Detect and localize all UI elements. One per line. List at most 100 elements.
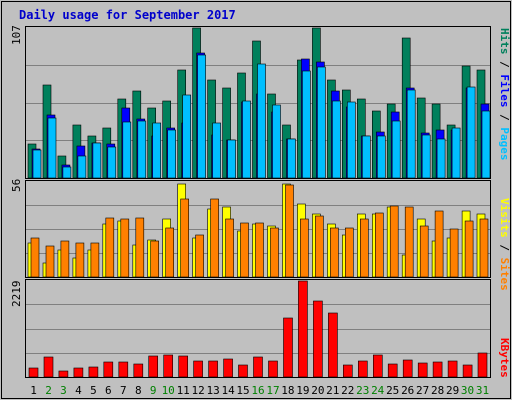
legend-sites: Sites	[498, 258, 511, 291]
kbytes-bar	[402, 359, 413, 378]
kbytes-bar	[103, 361, 114, 378]
sites-bar	[449, 228, 459, 278]
x-tick-label: 23	[356, 384, 369, 397]
pages-bar	[272, 104, 281, 179]
sites-bar	[479, 218, 489, 278]
x-tick-label: 6	[105, 384, 112, 397]
kbytes-bar	[58, 370, 69, 378]
kbytes-bar	[283, 317, 293, 378]
sites-bar	[90, 242, 100, 278]
sites-bar	[45, 245, 55, 278]
kbytes-bar	[447, 360, 458, 378]
kbytes-bar	[342, 364, 353, 378]
kbytes-bar	[387, 363, 398, 378]
kbytes-bar	[238, 364, 248, 378]
pages-bar	[257, 63, 266, 179]
legend-separator: /	[498, 238, 511, 258]
kbytes-bar	[163, 354, 173, 378]
legend-separator: /	[498, 55, 511, 75]
kbytes-bar	[28, 367, 39, 378]
x-tick-label: 15	[236, 384, 249, 397]
bottom-panel	[25, 279, 491, 378]
pages-bar	[47, 117, 57, 179]
kbytes-bar	[253, 356, 263, 378]
x-tick-label: 20	[311, 384, 324, 397]
x-tick-label: 22	[341, 384, 354, 397]
sites-bar	[285, 184, 294, 278]
x-tick-label: 9	[150, 384, 157, 397]
legend-visits: Visits	[498, 198, 511, 238]
bottom-panel-max-label: 2219	[10, 281, 23, 308]
legend-kbytes: KBytes	[498, 338, 511, 378]
kbytes-bar	[477, 352, 488, 378]
x-tick-label: 28	[431, 384, 444, 397]
x-tick-label: 7	[120, 384, 127, 397]
pages-bar	[346, 101, 356, 179]
sites-bar	[389, 205, 399, 278]
x-axis-day-labels: 1 2 3 4 5 6 7 8 9 10 11 12 13 14 15 16 17 18 19 20 21 22 23 24 2…	[30, 384, 489, 397]
kbytes-bar	[328, 312, 338, 378]
kbytes-bar	[208, 360, 218, 378]
pages-bar	[406, 89, 416, 179]
x-tick-label: 25	[386, 384, 399, 397]
x-tick-label: 29	[446, 384, 459, 397]
pages-bar	[107, 146, 117, 179]
x-tick-label: 4	[75, 384, 82, 397]
pages-bar	[317, 66, 326, 179]
middle-panel-max-label: 56	[10, 179, 23, 192]
sites-bar	[225, 218, 234, 278]
pages-bar	[62, 166, 72, 179]
kbytes-bar	[298, 280, 308, 378]
x-tick-label: 3	[60, 384, 67, 397]
x-tick-label: 1	[30, 384, 37, 397]
pages-bar	[242, 100, 251, 179]
x-tick-label: 5	[90, 384, 97, 397]
legend-hits: Hits	[498, 28, 511, 55]
pages-bar	[436, 138, 446, 179]
pages-bar	[332, 100, 341, 179]
kbytes-bar	[313, 300, 323, 378]
sites-bar	[270, 227, 279, 278]
legend-bottom: KBytes	[498, 338, 511, 378]
sites-bar	[210, 198, 219, 278]
pages-bar	[391, 120, 401, 179]
legend-separator: /	[498, 108, 511, 128]
x-tick-label: 26	[401, 384, 414, 397]
x-tick-label: 13	[206, 384, 219, 397]
middle-panel	[25, 180, 491, 278]
sites-bar	[150, 240, 159, 278]
x-tick-label: 2	[45, 384, 52, 397]
x-tick-label: 21	[326, 384, 339, 397]
pages-bar	[197, 54, 206, 179]
pages-bar	[182, 94, 191, 179]
sites-bar	[315, 215, 324, 278]
pages-bar	[302, 70, 311, 179]
kbytes-bar	[73, 367, 84, 378]
x-tick-label: 18	[281, 384, 294, 397]
kbytes-bar	[462, 364, 473, 378]
x-tick-label: 24	[371, 384, 385, 397]
chart-title: Daily usage for September 2017	[19, 8, 236, 22]
sites-bar	[240, 222, 249, 278]
x-tick-label: 19	[296, 384, 309, 397]
kbytes-bar	[133, 363, 144, 378]
sites-bar	[419, 225, 429, 278]
legend-middle: Visits / Sites	[498, 198, 511, 291]
pages-bar	[92, 142, 102, 179]
x-tick-label: 27	[416, 384, 429, 397]
legend-top: Hits / Files / Pages	[498, 28, 511, 161]
pages-bar	[152, 122, 161, 179]
sites-bar	[105, 217, 115, 278]
top-panel	[25, 26, 491, 179]
x-tick-label: 8	[135, 384, 142, 397]
sites-bar	[374, 212, 384, 278]
x-tick-label: 16	[251, 384, 264, 397]
pages-bar	[32, 149, 42, 179]
sites-bar	[359, 218, 369, 278]
sites-bar	[195, 234, 204, 278]
sites-bar	[330, 227, 339, 278]
pages-bar	[77, 155, 87, 179]
pages-bar	[287, 138, 296, 179]
